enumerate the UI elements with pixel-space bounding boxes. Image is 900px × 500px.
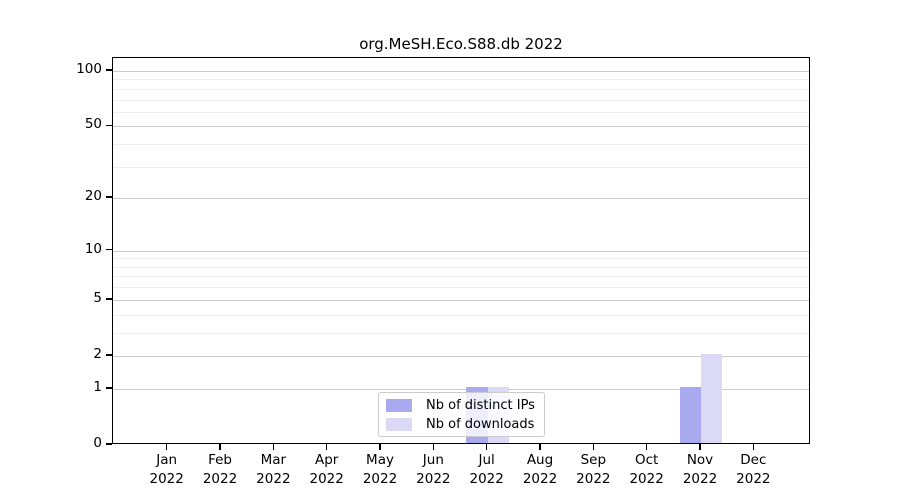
gridline-major bbox=[113, 250, 809, 252]
y-axis-tick bbox=[106, 297, 112, 300]
x-tick-label: Oct 2022 bbox=[629, 452, 664, 487]
x-axis-tick bbox=[592, 444, 595, 450]
gridline-minor bbox=[113, 99, 809, 101]
x-axis-tick bbox=[645, 444, 648, 450]
x-axis-tick bbox=[219, 444, 221, 450]
x-axis-tick bbox=[699, 444, 701, 450]
y-axis-tick bbox=[106, 443, 112, 445]
bar-downloads-Nov bbox=[701, 353, 723, 443]
gridline-minor bbox=[113, 276, 809, 278]
gridline-minor bbox=[113, 79, 809, 81]
legend-item-distinct-ips: Nb of distinct IPs bbox=[386, 398, 537, 413]
chart-title: org.MeSH.Eco.S88.db 2022 bbox=[359, 35, 563, 53]
x-tick-label: Feb 2022 bbox=[202, 452, 238, 487]
gridline-minor bbox=[113, 144, 809, 146]
x-tick-label: Nov 2022 bbox=[682, 452, 718, 487]
gridline-major bbox=[113, 388, 809, 390]
legend-swatch-downloads-icon bbox=[386, 417, 412, 431]
gridline-major bbox=[113, 299, 809, 301]
x-tick-label: Aug 2022 bbox=[522, 452, 558, 487]
bar-distinct-ips-Nov bbox=[679, 386, 701, 443]
legend: Nb of distinct IPs Nb of downloads bbox=[378, 392, 545, 437]
x-tick-label: Jan 2022 bbox=[149, 452, 184, 487]
gridline-minor bbox=[113, 287, 809, 289]
y-tick-label: 5 bbox=[93, 289, 102, 306]
y-axis-tick bbox=[106, 354, 112, 356]
x-axis-tick bbox=[325, 444, 328, 450]
y-tick-label: 50 bbox=[84, 116, 102, 133]
y-tick-label: 100 bbox=[76, 61, 102, 77]
y-tick-label: 10 bbox=[84, 240, 102, 257]
gridline-minor bbox=[113, 314, 809, 316]
x-tick-label: Sep 2022 bbox=[576, 452, 611, 487]
y-axis-tick bbox=[106, 196, 112, 199]
y-axis-tick bbox=[106, 124, 112, 127]
x-axis-tick bbox=[432, 444, 435, 450]
gridline-minor bbox=[113, 88, 809, 90]
legend-label-distinct-ips: Nb of distinct IPs bbox=[426, 397, 535, 413]
x-tick-label: Jul 2022 bbox=[469, 452, 504, 487]
gridline-minor bbox=[113, 166, 809, 168]
x-tick-label: Jun 2022 bbox=[416, 452, 451, 487]
x-axis-tick bbox=[165, 444, 168, 450]
y-tick-label: 1 bbox=[93, 378, 102, 395]
x-axis-tick bbox=[485, 444, 488, 450]
x-tick-label: Apr 2022 bbox=[309, 452, 344, 487]
plot-area bbox=[112, 57, 810, 444]
x-axis-tick bbox=[752, 444, 755, 450]
gridline-minor bbox=[113, 332, 809, 334]
legend-item-downloads: Nb of downloads bbox=[386, 417, 537, 432]
y-axis-tick bbox=[106, 69, 112, 71]
legend-swatch-distinct-ips-icon bbox=[386, 398, 412, 412]
x-axis-tick bbox=[272, 444, 275, 450]
gridline-major bbox=[113, 71, 809, 72]
gridline-major bbox=[113, 126, 809, 128]
gridline-minor bbox=[113, 258, 809, 260]
y-tick-label: 2 bbox=[93, 345, 102, 362]
gridline-major bbox=[113, 198, 809, 200]
x-tick-label: Dec 2022 bbox=[736, 452, 771, 487]
gridline-major bbox=[113, 355, 809, 357]
gridline-minor bbox=[113, 111, 809, 113]
gridline-minor bbox=[113, 266, 809, 268]
x-axis-tick bbox=[539, 444, 541, 450]
y-tick-label: 20 bbox=[84, 188, 102, 205]
legend-label-downloads: Nb of downloads bbox=[426, 416, 535, 432]
y-axis-tick bbox=[106, 248, 112, 251]
y-axis-tick bbox=[106, 387, 112, 389]
x-tick-label: Mar 2022 bbox=[256, 452, 291, 487]
y-tick-label: 0 bbox=[93, 435, 102, 451]
x-axis-tick bbox=[379, 444, 381, 450]
x-tick-label: May 2022 bbox=[362, 452, 398, 487]
